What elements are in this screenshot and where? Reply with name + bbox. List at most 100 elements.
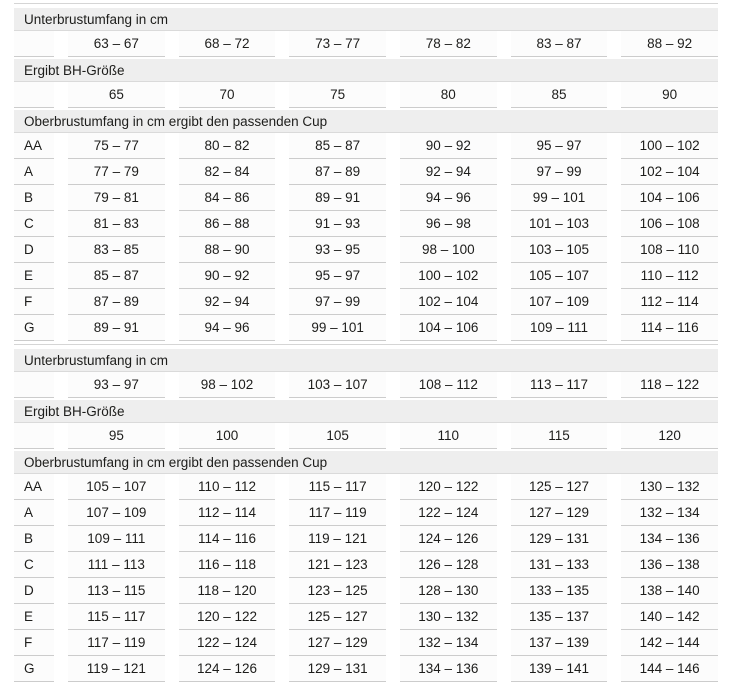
overbust-range-cell: 96 – 98 xyxy=(399,211,497,237)
underbust-range-cell: 103 – 107 xyxy=(289,372,386,398)
overbust-range-cell: 99 – 101 xyxy=(510,185,608,211)
underbust-range-row: 63 – 67 68 – 72 73 – 77 78 – 82 83 – 87 88 – … xyxy=(14,31,718,57)
overbust-range-cell: 102 – 104 xyxy=(621,159,718,185)
underbust-range-cell: 118 – 122 xyxy=(621,372,718,398)
band-size-header-band: Ergibt BH-Größe xyxy=(14,59,718,82)
overbust-range-cell: 112 – 114 xyxy=(178,500,276,526)
cup-letter-cell: E xyxy=(14,604,54,630)
overbust-range-cell: 97 – 99 xyxy=(510,159,608,185)
empty-corner-cell xyxy=(14,31,54,57)
band-size-row: 65 70 75 80 85 90 xyxy=(14,82,718,108)
overbust-range-cell: 127 – 129 xyxy=(289,630,386,656)
overbust-range-cell: 134 – 136 xyxy=(621,526,718,552)
overbust-range-cell: 82 – 84 xyxy=(178,159,276,185)
overbust-range-cell: 109 – 111 xyxy=(68,526,165,552)
cup-letter-cell: G xyxy=(14,315,54,341)
overbust-range-cell: 128 – 130 xyxy=(399,578,497,604)
cup-row-A: A 107 – 109 112 – 114 117 – 119 122 – 124 127… xyxy=(14,500,718,526)
overbust-range-cell: 104 – 106 xyxy=(621,185,718,211)
underbust-range-cell: 98 – 102 xyxy=(178,372,276,398)
cup-letter-cell: E xyxy=(14,263,54,289)
overbust-range-cell: 139 – 141 xyxy=(510,656,608,682)
overbust-range-cell: 122 – 124 xyxy=(178,630,276,656)
cup-letter-cell: F xyxy=(14,630,54,656)
cup-row-A: A 77 – 79 82 – 84 87 – 89 92 – 94 97 – 99 102 … xyxy=(14,159,718,185)
overbust-range-cell: 137 – 139 xyxy=(510,630,608,656)
overbust-range-cell: 115 – 117 xyxy=(289,474,386,500)
overbust-range-cell: 102 – 104 xyxy=(399,289,497,315)
cup-row-C: C 81 – 83 86 – 88 91 – 93 96 – 98 101 – 103 10… xyxy=(14,211,718,237)
cup-letter-cell: B xyxy=(14,185,54,211)
size-table-section-1: Unterbrustumfang in cm 63 – 67 68 – 72 73 –… xyxy=(14,3,718,341)
overbust-range-cell: 120 – 122 xyxy=(399,474,497,500)
underbust-range-cell: 113 – 117 xyxy=(510,372,608,398)
overbust-range-cell: 135 – 137 xyxy=(510,604,608,630)
overbust-range-cell: 107 – 109 xyxy=(68,500,165,526)
overbust-range-cell: 130 – 132 xyxy=(399,604,497,630)
cup-row-G: G 89 – 91 94 – 96 99 – 101 104 – 106 109 – 11… xyxy=(14,315,718,341)
overbust-range-cell: 80 – 82 xyxy=(178,133,276,159)
overbust-range-cell: 99 – 101 xyxy=(289,315,386,341)
overbust-range-cell: 87 – 89 xyxy=(68,289,165,315)
cup-letter-cell: B xyxy=(14,526,54,552)
overbust-range-cell: 104 – 106 xyxy=(399,315,497,341)
overbust-range-cell: 121 – 123 xyxy=(289,552,386,578)
overbust-range-cell: 126 – 128 xyxy=(399,552,497,578)
cup-letter-cell: AA xyxy=(14,133,54,159)
band-size-cell: 120 xyxy=(621,423,718,449)
overbust-range-cell: 107 – 109 xyxy=(510,289,608,315)
cup-row-F: F 87 – 89 92 – 94 97 – 99 102 – 104 107 – 109… xyxy=(14,289,718,315)
band-size-cell: 95 xyxy=(68,423,165,449)
overbust-range-cell: 122 – 124 xyxy=(399,500,497,526)
underbust-range-cell: 68 – 72 xyxy=(178,31,276,57)
overbust-range-cell: 125 – 127 xyxy=(289,604,386,630)
cup-row-AA: AA 105 – 107 110 – 112 115 – 117 120 – 122 12… xyxy=(14,474,718,500)
overbust-range-cell: 132 – 134 xyxy=(621,500,718,526)
empty-corner-cell xyxy=(14,372,54,398)
underbust-range-cell: 73 – 77 xyxy=(289,31,386,57)
overbust-range-cell: 119 – 121 xyxy=(68,656,165,682)
overbust-range-cell: 130 – 132 xyxy=(621,474,718,500)
cup-row-G: G 119 – 121 124 – 126 129 – 131 134 – 136 139… xyxy=(14,656,718,682)
band-size-header-band: Ergibt BH-Größe xyxy=(14,400,718,423)
underbust-range-cell: 83 – 87 xyxy=(510,31,608,57)
overbust-range-cell: 132 – 134 xyxy=(399,630,497,656)
overbust-range-cell: 114 – 116 xyxy=(621,315,718,341)
overbust-range-cell: 138 – 140 xyxy=(621,578,718,604)
overbust-range-cell: 129 – 131 xyxy=(289,656,386,682)
underbust-range-cell: 93 – 97 xyxy=(68,372,165,398)
overbust-range-cell: 119 – 121 xyxy=(289,526,386,552)
band-size-cell: 85 xyxy=(510,82,608,108)
overbust-range-cell: 85 – 87 xyxy=(289,133,386,159)
cup-letter-cell: C xyxy=(14,211,54,237)
cup-letter-cell: A xyxy=(14,500,54,526)
overbust-range-cell: 94 – 96 xyxy=(178,315,276,341)
overbust-range-cell: 86 – 88 xyxy=(178,211,276,237)
overbust-range-cell: 129 – 131 xyxy=(510,526,608,552)
overbust-range-cell: 124 – 126 xyxy=(178,656,276,682)
overbust-range-cell: 142 – 144 xyxy=(621,630,718,656)
cup-header-band: Oberbrustumfang in cm ergibt den passend… xyxy=(14,451,718,474)
overbust-range-cell: 111 – 113 xyxy=(68,552,165,578)
cup-row-D: D 113 – 115 118 – 120 123 – 125 128 – 130 133… xyxy=(14,578,718,604)
overbust-range-cell: 90 – 92 xyxy=(399,133,497,159)
band-size-cell: 115 xyxy=(510,423,608,449)
overbust-range-cell: 95 – 97 xyxy=(510,133,608,159)
cup-row-AA: AA 75 – 77 80 – 82 85 – 87 90 – 92 95 – 97 100… xyxy=(14,133,718,159)
overbust-range-cell: 112 – 114 xyxy=(621,289,718,315)
bra-size-chart: Unterbrustumfang in cm 63 – 67 68 – 72 73 –… xyxy=(14,3,718,682)
overbust-range-cell: 115 – 117 xyxy=(68,604,165,630)
band-size-cell: 70 xyxy=(178,82,276,108)
empty-corner-cell xyxy=(14,423,54,449)
overbust-range-cell: 134 – 136 xyxy=(399,656,497,682)
overbust-range-cell: 93 – 95 xyxy=(289,237,386,263)
overbust-range-cell: 84 – 86 xyxy=(178,185,276,211)
cup-row-C: C 111 – 113 116 – 118 121 – 123 126 – 128 131… xyxy=(14,552,718,578)
cup-header-band: Oberbrustumfang in cm ergibt den passend… xyxy=(14,110,718,133)
overbust-range-cell: 83 – 85 xyxy=(68,237,165,263)
overbust-range-cell: 110 – 112 xyxy=(621,263,718,289)
cup-letter-cell: C xyxy=(14,552,54,578)
cup-letter-cell: AA xyxy=(14,474,54,500)
band-size-cell: 105 xyxy=(289,423,386,449)
overbust-range-cell: 100 – 102 xyxy=(399,263,497,289)
